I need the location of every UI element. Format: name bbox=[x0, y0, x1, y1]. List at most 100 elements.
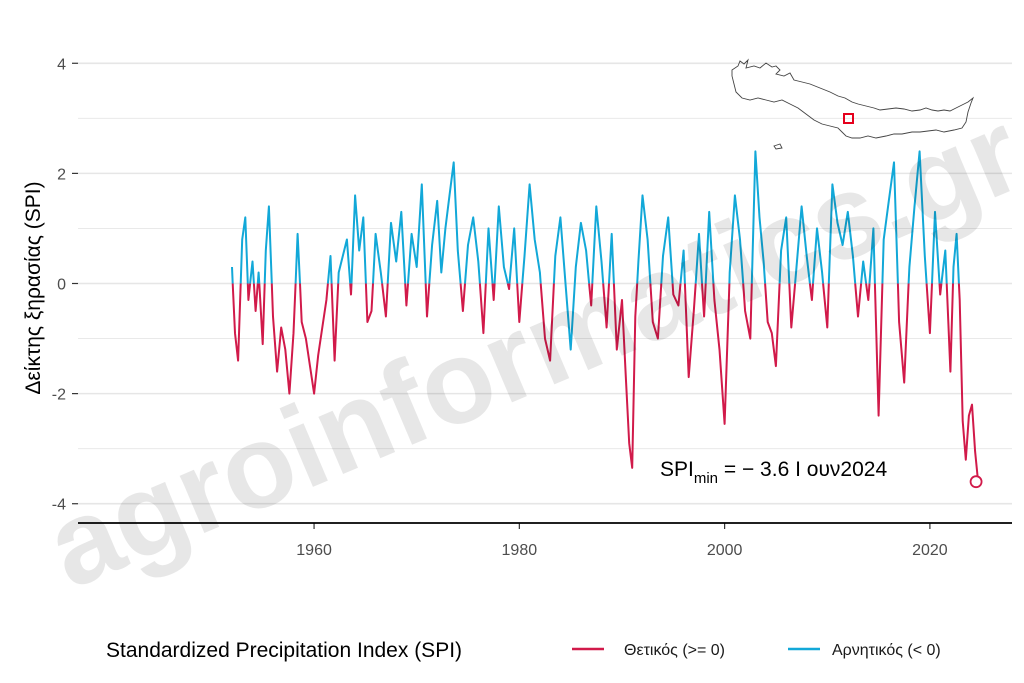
x-axis-ticks: 1960 1980 2000 2020 bbox=[296, 523, 948, 559]
series-segment bbox=[231, 266, 234, 284]
series-segment bbox=[270, 283, 297, 395]
series-segment bbox=[860, 260, 868, 284]
series-segment bbox=[712, 283, 731, 425]
series-segment bbox=[704, 210, 715, 284]
y-axis-label: Δείκτης ξηρασίας (SPI) bbox=[22, 181, 45, 394]
series-segment bbox=[493, 205, 509, 284]
series-segment bbox=[764, 283, 781, 368]
series-segment bbox=[868, 227, 876, 284]
series-segment bbox=[246, 283, 252, 301]
series-segment bbox=[239, 216, 249, 284]
legend-label-positive: Θετικός (>= 0) bbox=[624, 642, 725, 659]
series-segment bbox=[794, 205, 811, 284]
spi-min-annotation: SPImin = − 3.6 Ι ουν2024 bbox=[660, 458, 887, 487]
series-segment bbox=[459, 283, 466, 312]
inset-map bbox=[731, 58, 975, 150]
series-segment bbox=[679, 249, 686, 284]
series-segment bbox=[252, 283, 259, 312]
legend: Standardized Precipitation Index (SPI) Θ… bbox=[106, 639, 941, 662]
y-tick-label: -4 bbox=[52, 497, 66, 514]
y-axis-ticks: 4 2 0 -2 -4 bbox=[52, 56, 78, 514]
series-segment bbox=[521, 183, 542, 284]
series-segment bbox=[484, 227, 494, 284]
series-segment bbox=[660, 216, 674, 284]
x-tick-label: 1960 bbox=[296, 542, 332, 559]
series-segment bbox=[865, 283, 871, 301]
series-segment bbox=[636, 194, 652, 284]
series-segment bbox=[896, 283, 910, 384]
series-segment bbox=[508, 227, 519, 284]
series-segment bbox=[649, 283, 663, 340]
series-segment bbox=[372, 232, 384, 284]
series-segment bbox=[506, 283, 511, 290]
series-segment bbox=[464, 216, 481, 284]
crete-islet bbox=[773, 143, 783, 150]
x-tick-label: 1980 bbox=[502, 542, 538, 559]
x-tick-label: 2000 bbox=[707, 542, 743, 559]
y-tick-label: 0 bbox=[57, 277, 66, 294]
series-segment bbox=[881, 161, 899, 284]
series-segment bbox=[907, 150, 928, 284]
series-segment bbox=[424, 283, 431, 318]
series-segment bbox=[750, 150, 767, 284]
series-segment bbox=[249, 260, 255, 284]
series-segment bbox=[350, 194, 367, 284]
watermark: agroinformatics.gr bbox=[29, 85, 1024, 614]
spi-series bbox=[231, 150, 980, 482]
series-segment bbox=[945, 283, 954, 373]
spi-min-subscript: min bbox=[694, 470, 718, 487]
series-segment bbox=[552, 216, 576, 351]
series-segment bbox=[573, 221, 591, 284]
series-segment bbox=[381, 283, 389, 318]
y-tick-label: -2 bbox=[52, 387, 66, 404]
series-segment bbox=[701, 283, 707, 318]
series-segment bbox=[349, 283, 353, 296]
series-segment bbox=[256, 271, 261, 284]
spi-min-prefix: SPI bbox=[660, 458, 694, 481]
series-segment bbox=[788, 283, 797, 329]
series-segment bbox=[925, 283, 933, 335]
series-segment bbox=[294, 232, 301, 284]
series-segment bbox=[931, 210, 941, 284]
series-segment bbox=[516, 283, 524, 323]
y-tick-label: 2 bbox=[57, 166, 66, 183]
series-segment bbox=[258, 283, 266, 346]
series-segment bbox=[683, 283, 697, 379]
series-segment bbox=[938, 283, 943, 296]
series-segment bbox=[602, 283, 610, 329]
series-segment bbox=[231, 283, 242, 362]
series-segment bbox=[299, 283, 329, 395]
series-segment bbox=[337, 238, 352, 284]
series-segment bbox=[728, 194, 745, 284]
series-segment bbox=[854, 283, 863, 318]
spi-min-value: = − 3.6 Ι ουν2024 bbox=[718, 458, 887, 481]
legend-title: Standardized Precipitation Index (SPI) bbox=[106, 639, 462, 662]
series-segment bbox=[330, 283, 340, 362]
series-segment bbox=[827, 183, 857, 284]
series-segment bbox=[608, 232, 615, 284]
series-segment bbox=[364, 283, 374, 323]
series-segment bbox=[386, 210, 407, 284]
series-segment bbox=[263, 205, 273, 284]
series-segment bbox=[778, 216, 791, 284]
series-segment bbox=[873, 283, 884, 417]
series-segment bbox=[742, 283, 753, 340]
series-segment bbox=[957, 283, 980, 482]
series-segment bbox=[428, 161, 462, 284]
series-segment bbox=[404, 283, 409, 307]
series-segment bbox=[822, 283, 830, 329]
location-marker bbox=[843, 113, 854, 124]
series-segment bbox=[326, 255, 333, 284]
series-segment bbox=[478, 283, 487, 335]
series-segment bbox=[808, 283, 814, 301]
series-segment bbox=[671, 283, 682, 307]
crete-outline bbox=[731, 58, 975, 139]
series-segment bbox=[940, 249, 948, 284]
series-segment bbox=[539, 283, 555, 362]
series-segment bbox=[694, 232, 703, 284]
series-segment bbox=[491, 283, 496, 301]
series-segment bbox=[591, 205, 605, 284]
legend-label-negative: Αρνητικός (< 0) bbox=[832, 642, 941, 659]
series-segment bbox=[588, 283, 594, 307]
